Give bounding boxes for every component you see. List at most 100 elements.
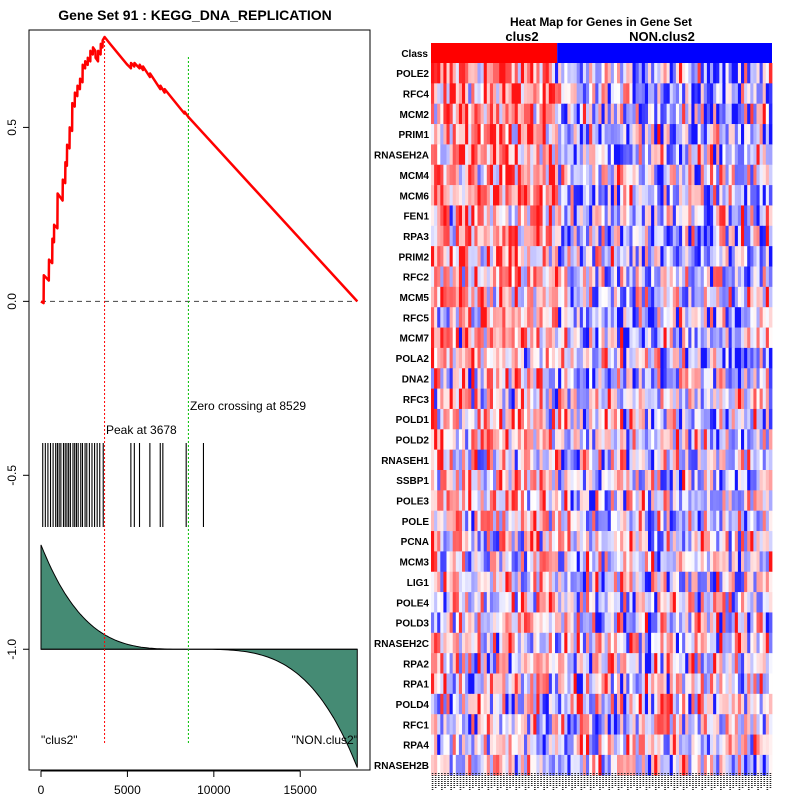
heatmap-cell [756,266,760,288]
heatmap-cell [648,429,652,450]
heatmap-cell [641,307,646,328]
heatmap-cell [431,592,435,613]
heatmap-cell [452,470,457,491]
heatmap-cell [716,551,720,573]
heatmap-cell [728,673,733,695]
heatmap-cell [601,653,605,674]
heatmap-cell [598,408,602,430]
heatmap-cell [638,185,643,206]
heatmap-cell [651,449,655,471]
heatmap-cell [682,286,686,308]
heatmap-cell [486,144,491,166]
heatmap-cell [455,124,460,145]
heatmap-cell [750,307,754,328]
heatmap-cell [508,693,512,715]
heatmap-cell [431,144,435,166]
heatmap-cell [440,205,444,227]
heatmap-cell [449,286,454,308]
heatmap-cell [592,124,596,145]
gene-label: SSBP1 [396,476,429,487]
heatmap-cell [601,531,605,552]
heatmap-cell [688,490,692,511]
heatmap-cell [666,185,671,206]
heatmap-cell [514,63,519,84]
heatmap-cell [610,388,615,410]
heatmap-cell [474,449,478,471]
heatmap-cell [657,185,661,206]
heatmap-cell [517,144,522,166]
heatmap-cell [567,185,571,206]
heatmap-cell [455,632,460,654]
heatmap-cell [462,571,466,593]
heatmap-cell [604,653,609,674]
heatmap-cell [592,714,596,735]
heatmap-cell [530,429,534,450]
heatmap-cell [564,124,568,145]
heatmap-cell [610,673,615,695]
heatmap-cell [502,205,506,227]
heatmap-cell [694,653,698,674]
heatmap-cell [669,103,674,125]
heatmap-cell [620,490,624,511]
heatmap-cell [434,63,438,84]
heatmap-cell [468,327,472,349]
heatmap-cell [700,673,705,695]
heatmap-cell [762,408,767,430]
heatmap-cell [496,124,500,145]
heatmap-cell [533,693,537,715]
heatmap-cell [573,612,578,634]
heatmap-cell [530,592,534,613]
heatmap-cell [651,266,655,288]
heatmap-cell [762,714,767,735]
heatmap-cell [641,592,646,613]
heatmap-cell [744,246,748,267]
heatmap-cell [527,246,531,267]
heatmap-cell [434,347,438,369]
heatmap-cell [573,103,578,125]
heatmap-cell [737,205,742,227]
heatmap-cell [613,347,618,369]
heatmap-cell [579,83,584,104]
heatmap-cell [446,673,450,695]
heatmap-cell [725,592,729,613]
heatmap-cell [474,551,478,573]
heatmap-cell [694,185,698,206]
heatmap-cell [613,286,618,308]
heatmap-cell [747,388,751,410]
gene-label: RPA3 [403,232,429,243]
heatmap-cell [493,551,497,573]
heatmap-cell [493,653,497,674]
heatmap-cell [620,734,624,756]
heatmap-cell [765,164,770,186]
heatmap-cell [679,408,683,430]
heatmap-cell [762,632,767,654]
heatmap-cell [716,653,720,674]
heatmap-cell [570,470,574,491]
heatmap-cell [530,693,534,715]
heatmap-cell [579,734,584,756]
heatmap-cell [465,673,469,695]
heatmap-cell [592,347,596,369]
heatmap-cell [604,225,609,247]
heatmap-cell [747,714,751,735]
heatmap-cell [641,551,646,573]
heatmap-cell [623,673,627,695]
heatmap-cell [458,592,463,613]
heatmap-cell [449,225,454,247]
heatmap-cell [762,307,767,328]
heatmap-cell [734,470,739,491]
heatmap-cell [455,734,460,756]
heatmap-cell [703,103,708,125]
heatmap-cell [682,388,686,410]
heatmap-cell [694,144,698,166]
heatmap-cell [604,510,609,532]
heatmap-cell [706,347,711,369]
heatmap-cell [629,714,633,735]
heatmap-cell [610,571,615,593]
heatmap-cell [477,266,481,288]
heatmap-cell [620,673,624,695]
heatmap-cell [499,714,503,735]
heatmap-cell [626,653,630,674]
heatmap-cell [607,653,612,674]
heatmap-cell [496,327,500,349]
